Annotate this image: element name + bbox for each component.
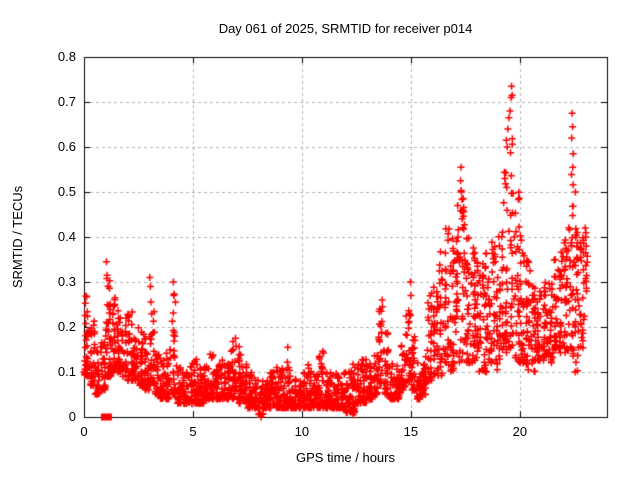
y-tick-label: 0.2 — [57, 319, 76, 334]
y-tick-label: 0.6 — [57, 139, 76, 154]
x-tick-label: 0 — [80, 424, 88, 439]
y-tick-label: 0.4 — [57, 229, 76, 244]
x-axis-label: GPS time / hours — [296, 450, 395, 465]
x-tick-label: 20 — [512, 424, 528, 439]
x-tick-label: 15 — [403, 424, 419, 439]
y-tick-label: 0.8 — [57, 49, 76, 64]
y-tick-label: 0.7 — [57, 94, 76, 109]
y-tick-label: 0.3 — [57, 274, 76, 289]
y-tick-label: 0.5 — [57, 184, 76, 199]
x-tick-label: 10 — [294, 424, 310, 439]
x-tick-label: 5 — [189, 424, 197, 439]
y-tick-label: 0.1 — [57, 364, 76, 379]
y-axis-label: SRMTID / TECUs — [10, 185, 25, 289]
y-tick-label: 0 — [68, 409, 76, 424]
chart-title: Day 061 of 2025, SRMTID for receiver p01… — [218, 21, 473, 36]
